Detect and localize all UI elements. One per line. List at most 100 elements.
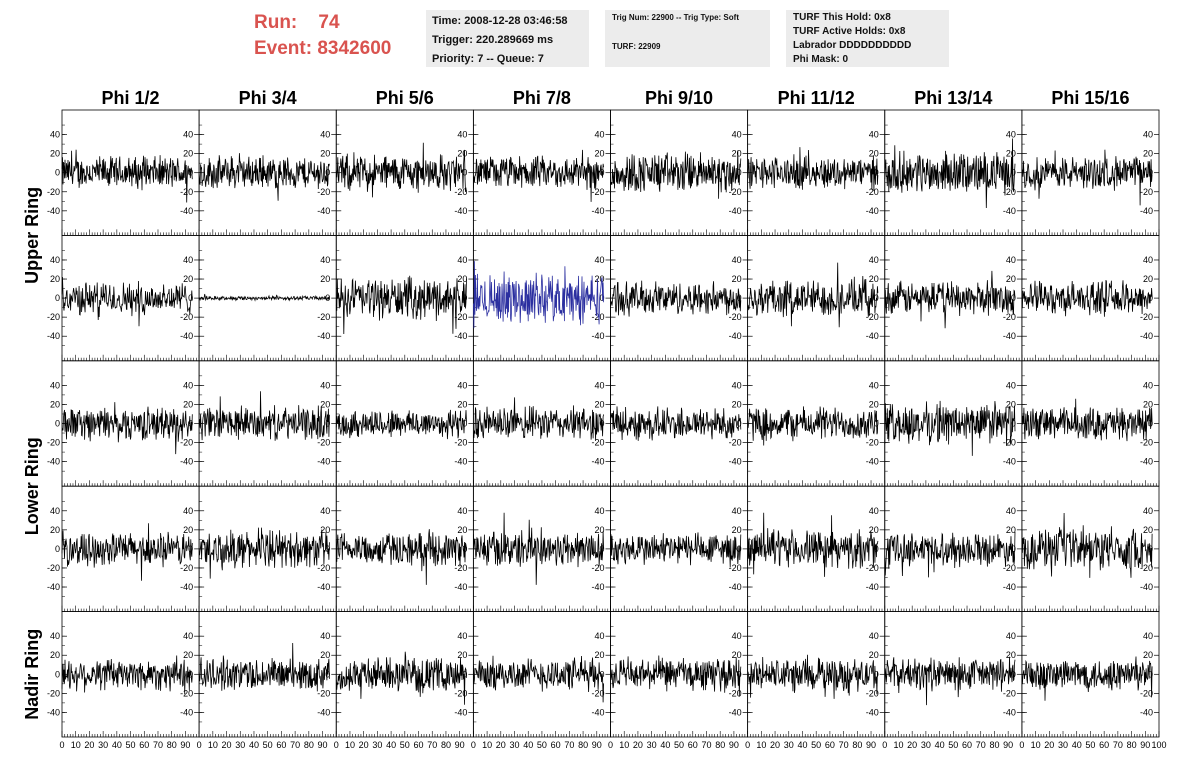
- y-tick-label: -20: [866, 187, 879, 197]
- y-tick-label: -20: [1140, 438, 1153, 448]
- y-tick-label: 20: [869, 525, 879, 535]
- waveform-trace: [1021, 398, 1153, 442]
- time-info-box: Time: 2008-12-28 03:46:58 Trigger: 220.2…: [426, 10, 589, 67]
- y-tick-label: 20: [183, 399, 193, 409]
- row-header: Upper Ring: [22, 187, 42, 284]
- y-tick-label: 40: [1006, 506, 1016, 516]
- waveform-trace: [747, 512, 879, 577]
- x-tick-label: 30: [372, 740, 382, 750]
- y-tick-label: -20: [180, 688, 193, 698]
- y-tick-label: -40: [454, 707, 467, 717]
- waveform-trace: [335, 651, 467, 705]
- y-tick-label: -40: [591, 457, 604, 467]
- x-tick-label: 20: [1044, 740, 1054, 750]
- y-tick-label: -20: [317, 187, 330, 197]
- x-tick-label: 0: [197, 740, 202, 750]
- y-tick-label: 20: [457, 274, 467, 284]
- x-tick-label: 50: [400, 740, 410, 750]
- y-tick-label: -20: [454, 438, 467, 448]
- x-tick-label: 40: [249, 740, 259, 750]
- x-tick-label: 40: [797, 740, 807, 750]
- y-tick-label: 20: [732, 650, 742, 660]
- y-tick-label: 20: [732, 525, 742, 535]
- y-tick-label: -20: [866, 438, 879, 448]
- x-tick-label: 40: [523, 740, 533, 750]
- waveform-trace: [61, 655, 193, 695]
- run-value: 74: [318, 12, 340, 33]
- y-tick-label: -40: [591, 331, 604, 341]
- y-tick-label: -40: [317, 331, 330, 341]
- y-tick-label: -40: [729, 331, 742, 341]
- x-tick-label: 0: [334, 740, 339, 750]
- y-tick-label: 40: [457, 506, 467, 516]
- x-tick-label: 80: [167, 740, 177, 750]
- y-tick-label: 40: [594, 506, 604, 516]
- trigger-info-box: Trig Num: 22900 -- Trig Type: Soft TURF:…: [605, 10, 770, 67]
- y-tick-label: -40: [47, 457, 60, 467]
- y-tick-label: 20: [732, 399, 742, 409]
- y-tick-label: -20: [180, 563, 193, 573]
- x-tick-label: 0: [882, 740, 887, 750]
- y-tick-label: -20: [866, 312, 879, 322]
- x-tick-label: 90: [180, 740, 190, 750]
- y-tick-label: 40: [183, 255, 193, 265]
- waveform-trace: [335, 409, 467, 440]
- x-tick-label: 80: [441, 740, 451, 750]
- y-tick-label: -20: [47, 563, 60, 573]
- y-tick-label: 40: [869, 130, 879, 140]
- column-header: Phi 15/16: [1051, 88, 1129, 108]
- y-tick-label: 40: [869, 380, 879, 390]
- waveform-trace: [884, 270, 1016, 329]
- y-tick-label: -20: [729, 438, 742, 448]
- y-tick-label: 40: [50, 380, 60, 390]
- waveform-trace: [473, 655, 604, 703]
- y-tick-label: 40: [1143, 631, 1153, 641]
- y-tick-label: 40: [594, 130, 604, 140]
- run-row: Run: 74: [254, 10, 391, 36]
- priority-text: Priority: 7 -- Queue: 7: [432, 53, 544, 65]
- y-tick-label: -20: [47, 688, 60, 698]
- x-tick-label: 40: [386, 740, 396, 750]
- y-tick-label: 20: [1006, 650, 1016, 660]
- y-tick-label: -40: [866, 206, 879, 216]
- x-tick-label: 60: [825, 740, 835, 750]
- trigger-text: Trigger: 220.289669 ms: [432, 34, 554, 46]
- column-header: Phi 13/14: [914, 88, 992, 108]
- y-tick-label: -40: [454, 582, 467, 592]
- y-tick-label: 40: [732, 506, 742, 516]
- waveform-trace: [61, 276, 193, 327]
- y-tick-label: -40: [317, 206, 330, 216]
- y-tick-label: -40: [866, 582, 879, 592]
- waveform-trace: [199, 293, 330, 302]
- y-tick-label: -40: [1003, 206, 1016, 216]
- y-tick-label: -40: [317, 457, 330, 467]
- y-tick-label: 40: [457, 380, 467, 390]
- column-header: Phi 5/6: [376, 88, 434, 108]
- y-tick-label: 40: [732, 130, 742, 140]
- waveform-trace: [198, 527, 330, 579]
- x-tick-label: 20: [496, 740, 506, 750]
- x-tick-label: 80: [304, 740, 314, 750]
- x-tick-label: 30: [647, 740, 657, 750]
- x-tick-label: 90: [1140, 740, 1150, 750]
- y-tick-label: 20: [457, 650, 467, 660]
- x-tick-label: 20: [633, 740, 643, 750]
- y-tick-label: 40: [732, 380, 742, 390]
- y-tick-label: -20: [729, 312, 742, 322]
- x-tick-label: 0: [1019, 740, 1024, 750]
- y-tick-label: 20: [183, 650, 193, 660]
- waveform-trace: [335, 142, 467, 198]
- y-tick-label: -20: [1140, 312, 1153, 322]
- turf-text: TURF: 22909: [612, 42, 661, 51]
- y-tick-label: 20: [1143, 399, 1153, 409]
- y-tick-label: -40: [47, 707, 60, 717]
- y-tick-label: 40: [594, 255, 604, 265]
- waveform-trace: [610, 406, 742, 441]
- y-tick-label: -20: [454, 563, 467, 573]
- x-tick-label: 50: [537, 740, 547, 750]
- y-tick-label: -20: [180, 312, 193, 322]
- column-header: Phi 11/12: [778, 88, 855, 108]
- y-tick-label: 40: [1006, 631, 1016, 641]
- y-tick-label: -40: [1140, 582, 1153, 592]
